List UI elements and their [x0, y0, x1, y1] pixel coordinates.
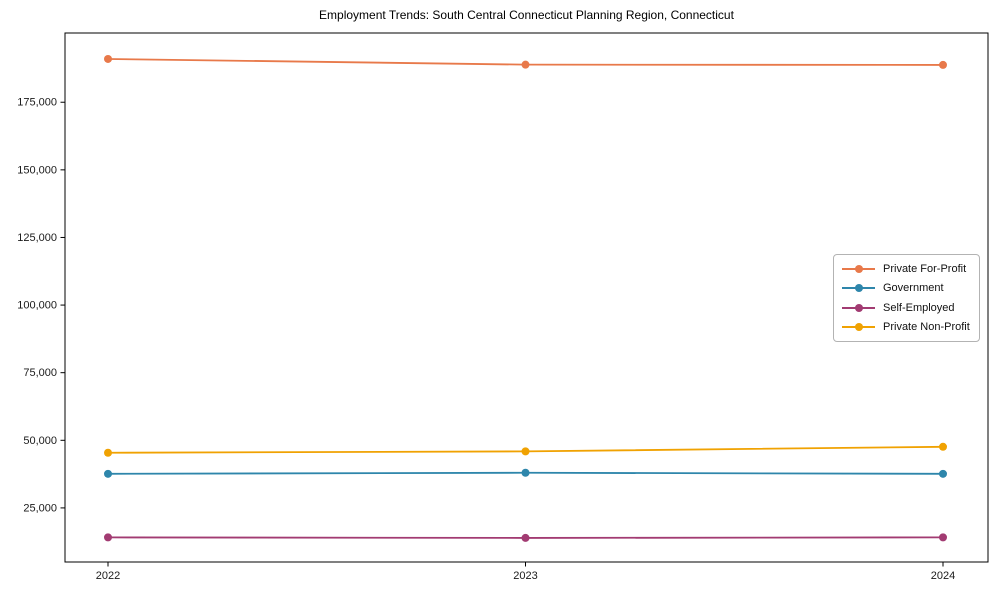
data-point — [104, 469, 112, 478]
legend-label: Self-Employed — [883, 301, 955, 314]
data-point — [104, 54, 112, 63]
data-point — [521, 447, 530, 456]
data-point — [104, 533, 112, 542]
x-tick-label: 2022 — [96, 570, 120, 582]
data-point — [939, 60, 947, 69]
data-point — [939, 469, 947, 478]
legend-marker-icon — [842, 303, 875, 313]
legend: Private For-Profit Government Self-Emplo… — [833, 254, 980, 342]
legend-item-private-for-profit: Private For-Profit — [842, 259, 975, 279]
legend-marker-icon — [842, 322, 875, 332]
legend-item-government: Government — [842, 279, 975, 299]
data-point — [939, 533, 947, 542]
y-tick-label: 150,000 — [17, 164, 57, 176]
legend-marker-icon — [842, 264, 875, 274]
chart-title: Employment Trends: South Central Connect… — [319, 8, 734, 22]
legend-marker-icon — [842, 283, 875, 293]
y-tick-label: 75,000 — [23, 367, 57, 379]
legend-label: Private For-Profit — [883, 262, 967, 275]
x-tick-label: 2023 — [513, 570, 537, 582]
data-point — [104, 448, 112, 457]
legend-label: Government — [883, 282, 944, 295]
plot-frame — [64, 32, 989, 563]
x-tick-label: 2024 — [931, 570, 955, 582]
y-tick-label: 50,000 — [23, 435, 57, 447]
y-tick-label: 125,000 — [17, 232, 57, 244]
y-tick-label: 175,000 — [17, 97, 57, 109]
data-point — [939, 442, 947, 451]
legend-item-private-non-profit: Private Non-Profit — [842, 318, 975, 338]
legend-item-self-employed: Self-Employed — [842, 298, 975, 318]
legend-label: Private Non-Profit — [883, 321, 970, 334]
data-point — [521, 468, 530, 477]
y-tick-label: 100,000 — [17, 300, 57, 312]
data-point — [521, 60, 530, 69]
y-tick-label: 25,000 — [23, 502, 57, 514]
data-point — [521, 533, 530, 542]
